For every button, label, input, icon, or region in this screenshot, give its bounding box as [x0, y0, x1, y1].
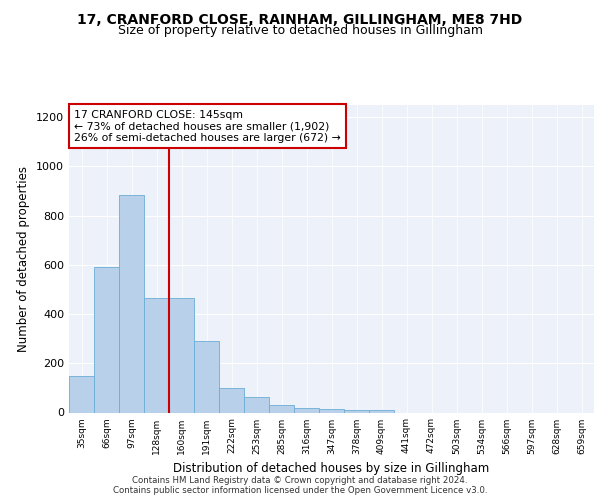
Bar	[294, 408, 319, 412]
Bar	[369, 410, 394, 412]
Bar	[269, 405, 294, 412]
Bar	[69, 376, 94, 412]
Bar	[244, 397, 269, 412]
Text: Size of property relative to detached houses in Gillingham: Size of property relative to detached ho…	[118, 24, 482, 37]
Text: Contains public sector information licensed under the Open Government Licence v3: Contains public sector information licen…	[113, 486, 487, 495]
Bar	[169, 298, 194, 412]
Bar	[219, 388, 244, 412]
Text: Contains HM Land Registry data © Crown copyright and database right 2024.: Contains HM Land Registry data © Crown c…	[132, 476, 468, 485]
Bar	[319, 410, 344, 412]
Text: 17, CRANFORD CLOSE, RAINHAM, GILLINGHAM, ME8 7HD: 17, CRANFORD CLOSE, RAINHAM, GILLINGHAM,…	[77, 12, 523, 26]
X-axis label: Distribution of detached houses by size in Gillingham: Distribution of detached houses by size …	[173, 462, 490, 475]
Bar	[194, 341, 219, 412]
Bar	[144, 298, 169, 412]
Bar	[344, 410, 369, 412]
Y-axis label: Number of detached properties: Number of detached properties	[17, 166, 31, 352]
Bar	[119, 195, 144, 412]
Text: 17 CRANFORD CLOSE: 145sqm
← 73% of detached houses are smaller (1,902)
26% of se: 17 CRANFORD CLOSE: 145sqm ← 73% of detac…	[74, 110, 341, 143]
Bar	[94, 268, 119, 412]
